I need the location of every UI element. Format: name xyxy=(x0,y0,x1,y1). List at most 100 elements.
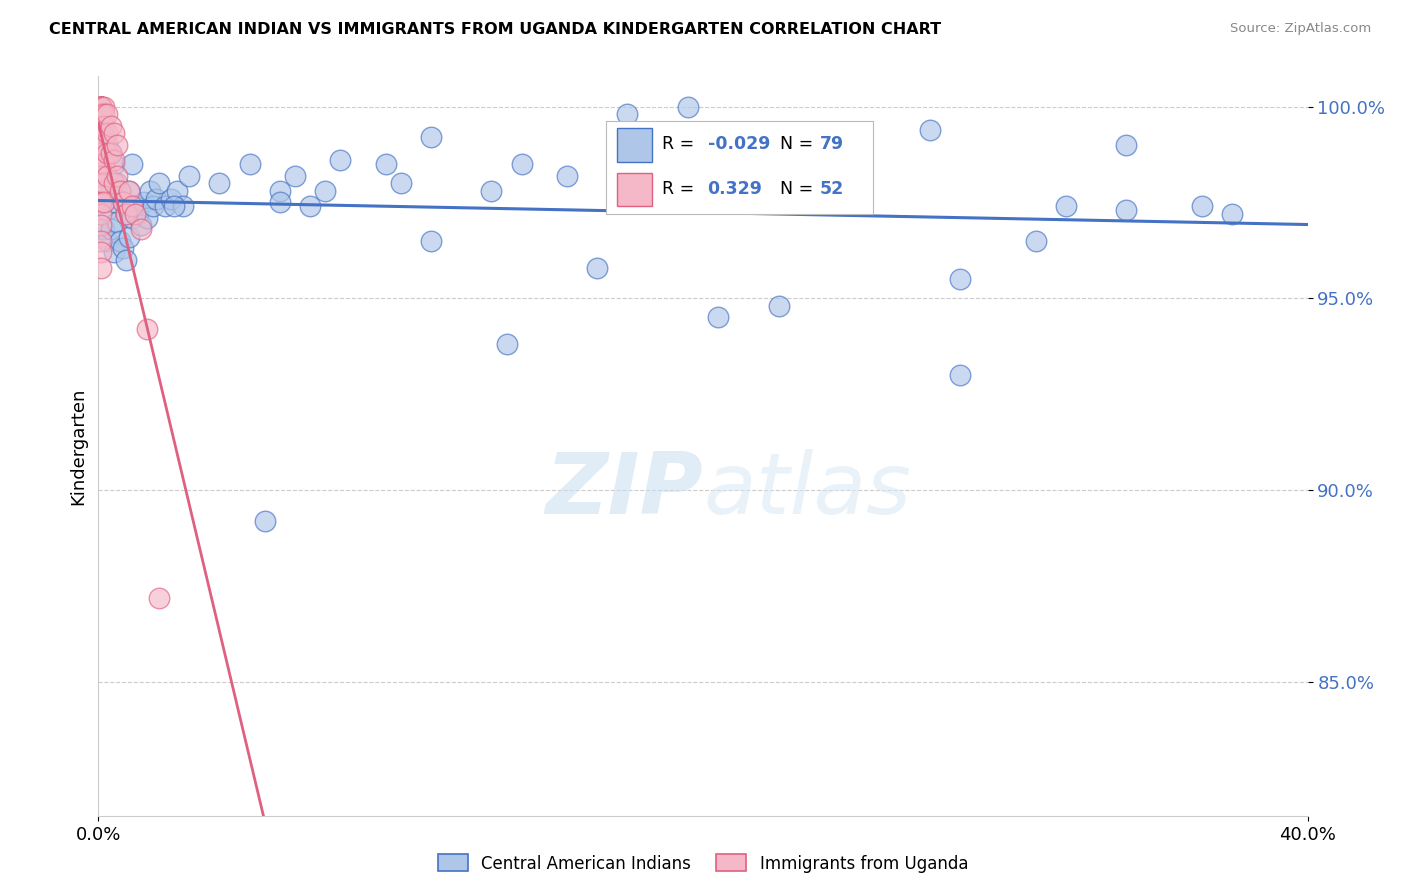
Point xyxy=(93,222,115,236)
Point xyxy=(90,195,112,210)
Point xyxy=(510,157,533,171)
Point xyxy=(105,137,128,152)
Point xyxy=(111,195,134,210)
Point xyxy=(495,337,517,351)
Point xyxy=(90,184,112,198)
Point xyxy=(103,153,125,168)
Point xyxy=(93,127,115,141)
Point xyxy=(90,99,112,113)
Point xyxy=(96,169,118,183)
Point xyxy=(118,184,141,198)
Point xyxy=(121,157,143,171)
Legend: Central American Indians, Immigrants from Uganda: Central American Indians, Immigrants fro… xyxy=(432,847,974,880)
Point xyxy=(389,176,412,190)
Point xyxy=(1191,199,1213,213)
Point xyxy=(90,99,112,113)
Point xyxy=(163,199,186,213)
Point xyxy=(90,107,112,121)
Point xyxy=(93,119,115,133)
Point xyxy=(737,161,759,175)
Text: 79: 79 xyxy=(820,136,844,153)
Point xyxy=(142,199,165,213)
Point xyxy=(676,99,699,113)
Point xyxy=(114,207,136,221)
Point xyxy=(90,260,112,275)
Point xyxy=(90,107,112,121)
Point xyxy=(90,169,112,183)
Point xyxy=(93,99,115,113)
Point xyxy=(103,245,125,260)
Point xyxy=(555,169,578,183)
Point xyxy=(96,234,118,248)
Point xyxy=(90,127,112,141)
Point xyxy=(90,245,112,260)
Point xyxy=(129,222,152,236)
Point xyxy=(828,176,851,190)
Point xyxy=(179,169,201,183)
Point xyxy=(100,145,122,160)
Point xyxy=(114,207,136,221)
Point xyxy=(314,184,336,198)
Point xyxy=(586,260,609,275)
Point xyxy=(124,207,146,221)
Point xyxy=(108,184,131,198)
Point xyxy=(616,107,638,121)
Point xyxy=(284,169,307,183)
Point xyxy=(90,99,112,113)
Point xyxy=(111,242,134,256)
Text: CENTRAL AMERICAN INDIAN VS IMMIGRANTS FROM UGANDA KINDERGARTEN CORRELATION CHART: CENTRAL AMERICAN INDIAN VS IMMIGRANTS FR… xyxy=(49,22,942,37)
Point xyxy=(103,127,125,141)
Text: R =: R = xyxy=(662,180,706,198)
Point xyxy=(90,99,112,113)
Point xyxy=(1024,234,1046,248)
Text: R =: R = xyxy=(662,136,700,153)
Point xyxy=(96,203,118,218)
Point xyxy=(374,157,396,171)
Point xyxy=(949,368,972,382)
Point xyxy=(481,184,503,198)
Point xyxy=(1054,199,1077,213)
Point xyxy=(1220,207,1243,221)
Point xyxy=(90,234,112,248)
Point xyxy=(103,195,125,210)
Point xyxy=(100,222,122,236)
Point xyxy=(1115,137,1137,152)
Point xyxy=(172,199,194,213)
Point xyxy=(105,214,128,228)
Point xyxy=(93,107,115,121)
Point xyxy=(105,169,128,183)
Point xyxy=(100,145,122,160)
Point xyxy=(160,192,183,206)
Point xyxy=(90,119,112,133)
Point xyxy=(90,222,112,236)
Point xyxy=(90,107,112,121)
Point xyxy=(90,99,112,113)
Point xyxy=(100,184,122,198)
Point xyxy=(269,184,291,198)
Point xyxy=(114,252,136,267)
Point xyxy=(768,299,790,313)
Text: N =: N = xyxy=(780,180,818,198)
Point xyxy=(96,127,118,141)
Point xyxy=(90,145,112,160)
Point xyxy=(329,153,352,168)
FancyBboxPatch shape xyxy=(617,173,651,206)
Point xyxy=(108,234,131,248)
Point xyxy=(90,157,112,171)
Point xyxy=(96,107,118,121)
Y-axis label: Kindergarten: Kindergarten xyxy=(69,387,87,505)
Point xyxy=(253,514,276,528)
Point xyxy=(124,199,146,213)
Text: 52: 52 xyxy=(820,180,844,198)
Point xyxy=(118,230,141,244)
Point xyxy=(299,199,322,213)
Point xyxy=(707,310,730,325)
Point xyxy=(93,195,115,210)
Point xyxy=(93,157,115,171)
Point xyxy=(127,207,149,221)
Point xyxy=(918,122,941,136)
Point xyxy=(121,199,143,213)
Text: N =: N = xyxy=(780,136,818,153)
Point xyxy=(90,99,112,113)
Point xyxy=(90,207,112,221)
